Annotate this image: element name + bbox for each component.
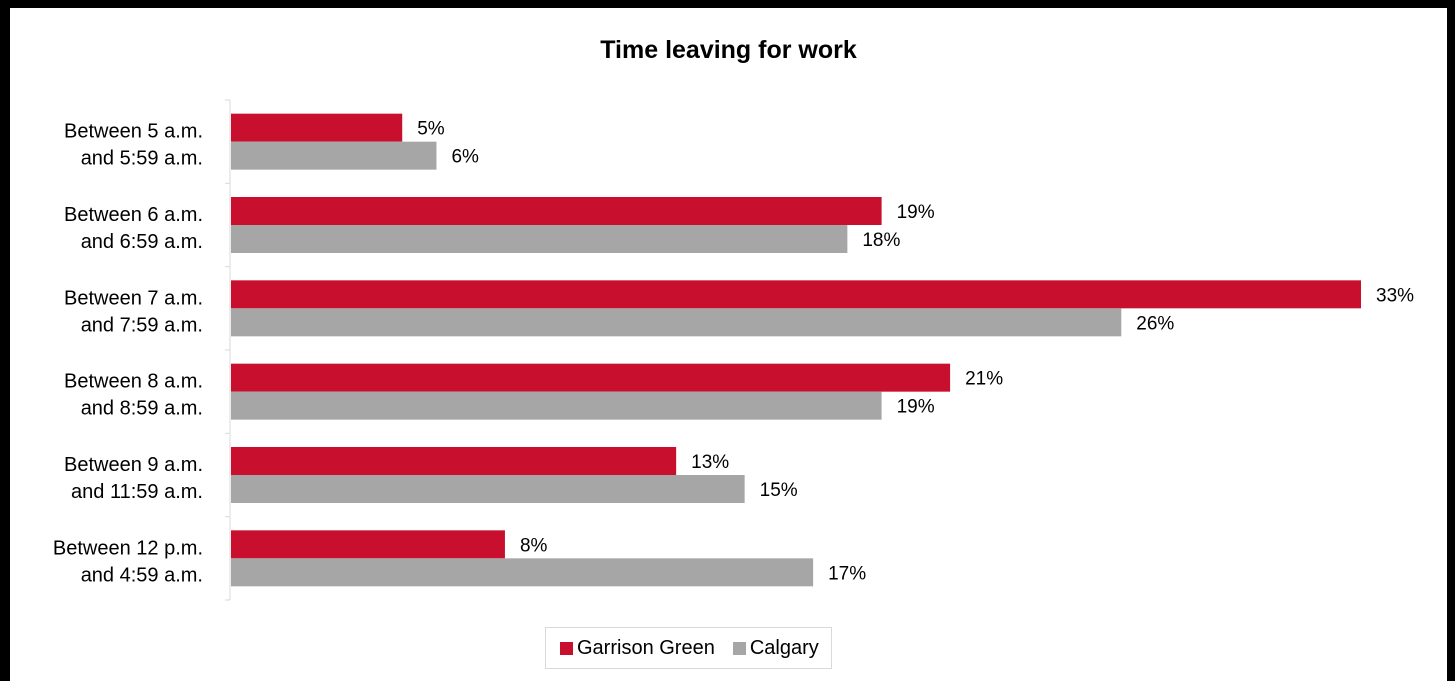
category-label-line: Between 7 a.m. [64, 287, 203, 309]
bar-garrison-green [231, 113, 403, 142]
data-label: 15% [760, 480, 798, 501]
data-label: 5% [417, 119, 445, 140]
category-label: Between 12 p.m. and 4:59 a.m. [53, 537, 203, 586]
data-label: 19% [897, 397, 935, 418]
category-label: Between 7 a.m. and 7:59 a.m. [64, 287, 203, 336]
bar-garrison-green [231, 197, 882, 225]
data-label: 21% [965, 369, 1003, 390]
category-label-line: and 6:59 a.m. [81, 231, 203, 253]
category-label-line: and 7:59 a.m. [81, 314, 203, 336]
data-label: 6% [451, 147, 479, 168]
legend-label-calgary: Calgary [749, 636, 819, 659]
bar-garrison-green [231, 447, 677, 475]
category-label: Between 9 a.m. and 11:59 a.m. [64, 454, 203, 503]
bar-calgary [231, 308, 1122, 337]
category-label: Between 8 a.m. and 8:59 a.m. [64, 371, 203, 420]
bar-garrison-green [231, 280, 1361, 309]
data-label: 26% [1136, 313, 1174, 334]
legend-swatch-calgary [732, 641, 746, 655]
category-label-line: Between 9 a.m. [64, 454, 203, 476]
category-label-line: Between 8 a.m. [64, 371, 203, 393]
category-label-line: Between 12 p.m. [53, 537, 203, 559]
bar-calgary [231, 475, 745, 503]
data-label: 18% [862, 230, 900, 251]
legend-item-calgary: Calgary [732, 636, 819, 660]
chart-frame: Time leaving for work Between 5 a.m. and … [10, 8, 1447, 681]
category-label-line: and 4:59 a.m. [81, 564, 203, 586]
bar-calgary [231, 391, 882, 420]
data-label: 13% [691, 452, 729, 473]
legend-swatch-garrison-green [560, 641, 573, 655]
bar-calgary [231, 141, 437, 170]
legend: Garrison Green Calgary [545, 627, 832, 669]
category-label-line: Between 5 a.m. [64, 121, 203, 143]
legend-label-garrison-green: Garrison Green [577, 636, 715, 659]
bar-garrison-green [231, 530, 505, 559]
category-label: Between 6 a.m. and 6:59 a.m. [64, 204, 203, 253]
data-label: 33% [1376, 285, 1414, 306]
category-label-line: Between 6 a.m. [64, 204, 203, 226]
bar-garrison-green [231, 363, 951, 392]
bar-calgary [231, 558, 814, 587]
bar-calgary [231, 225, 848, 253]
data-label: 19% [897, 202, 935, 223]
legend-item-garrison-green: Garrison Green [560, 637, 715, 660]
category-label: Between 5 a.m. and 5:59 a.m. [64, 121, 203, 170]
category-label-line: and 11:59 a.m. [71, 481, 203, 503]
chart-title: Time leaving for work [600, 36, 857, 64]
category-label-line: and 8:59 a.m. [81, 398, 203, 420]
data-label: 8% [520, 535, 548, 556]
data-label: 17% [828, 563, 866, 584]
category-label-line: and 5:59 a.m. [81, 148, 203, 170]
bar-chart: Between 5 a.m. and 5:59 a.m. 5% 6% Between 6… [53, 99, 1414, 601]
